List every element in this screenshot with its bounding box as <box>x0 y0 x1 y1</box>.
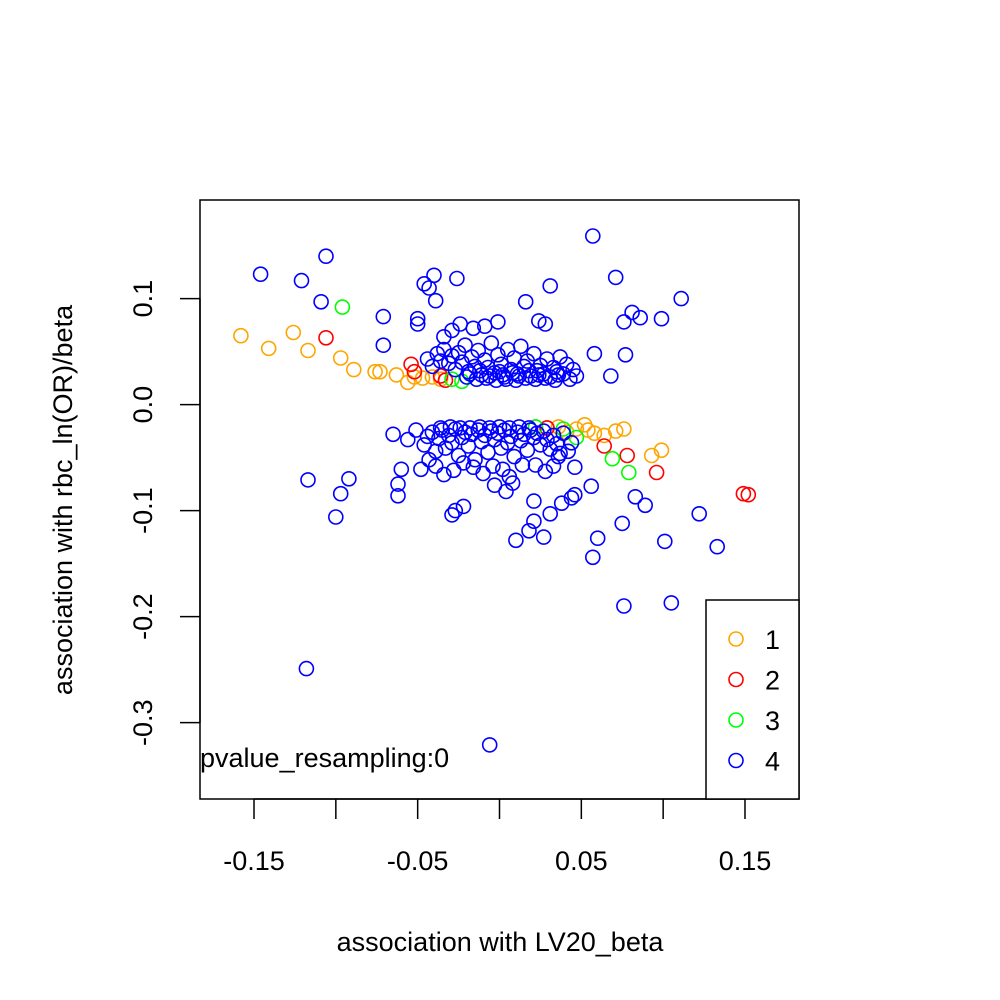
point-cluster-1 <box>617 422 631 436</box>
legend-label-1: 1 <box>765 625 780 655</box>
point-cluster-3 <box>605 452 619 466</box>
point-cluster-4 <box>414 462 428 476</box>
legend-box <box>706 600 799 799</box>
point-cluster-4 <box>450 272 464 286</box>
point-cluster-4 <box>543 507 557 521</box>
point-cluster-4 <box>692 507 706 521</box>
point-cluster-4 <box>658 534 672 548</box>
point-cluster-1 <box>234 329 248 343</box>
x-axis: -0.15 -0.05 0.05 0.15 <box>223 799 771 876</box>
y-tick-label: -0.2 <box>128 593 158 640</box>
point-cluster-4 <box>329 510 343 524</box>
point-cluster-4 <box>514 339 528 353</box>
point-cluster-4 <box>568 460 582 474</box>
point-cluster-4 <box>334 487 348 501</box>
point-cluster-4 <box>401 433 415 447</box>
y-tick-label: 0.1 <box>128 280 158 318</box>
point-cluster-4 <box>299 662 313 676</box>
y-tick-label: -0.1 <box>128 487 158 534</box>
legend-label-4: 4 <box>765 747 780 777</box>
x-tick-label: 0.05 <box>555 846 608 876</box>
y-tick-label: 0.0 <box>128 386 158 424</box>
y-axis-label: association with rbc_ln(OR)/beta <box>48 304 78 695</box>
point-cluster-4 <box>587 347 601 361</box>
points-layer <box>234 229 755 752</box>
y-axis: 0.1 0.0 -0.1 -0.2 -0.3 <box>128 280 200 746</box>
point-cluster-4 <box>486 459 500 473</box>
point-cluster-4 <box>655 312 669 326</box>
point-cluster-1 <box>334 351 348 365</box>
point-cluster-4 <box>295 274 309 288</box>
point-cluster-4 <box>586 550 600 564</box>
point-cluster-1 <box>262 341 276 355</box>
y-tick-label: -0.3 <box>128 699 158 746</box>
point-cluster-4 <box>674 292 688 306</box>
point-cluster-4 <box>429 294 443 308</box>
point-cluster-2 <box>620 449 634 463</box>
point-cluster-4 <box>491 315 505 329</box>
point-cluster-1 <box>301 344 315 358</box>
point-cluster-4 <box>710 540 724 554</box>
point-cluster-4 <box>376 338 390 352</box>
point-cluster-4 <box>483 738 497 752</box>
legend: 1 2 3 4 <box>706 600 799 799</box>
point-cluster-4 <box>314 295 328 309</box>
point-cluster-4 <box>543 279 557 293</box>
point-cluster-4 <box>619 348 633 362</box>
point-cluster-1 <box>286 326 300 340</box>
point-cluster-4 <box>519 295 533 309</box>
point-cluster-4 <box>529 458 543 472</box>
point-cluster-4 <box>628 490 642 504</box>
x-axis-label: association with LV20_beta <box>337 927 665 957</box>
x-tick-label: -0.15 <box>223 846 285 876</box>
point-cluster-4 <box>638 498 652 512</box>
point-cluster-4 <box>604 369 618 383</box>
point-cluster-4 <box>394 462 408 476</box>
point-cluster-4 <box>617 599 631 613</box>
point-cluster-4 <box>481 445 495 459</box>
point-cluster-4 <box>319 249 333 263</box>
point-cluster-4 <box>664 596 678 610</box>
point-cluster-4 <box>537 530 551 544</box>
legend-label-2: 2 <box>765 666 780 696</box>
point-cluster-4 <box>476 467 490 481</box>
point-cluster-4 <box>386 427 400 441</box>
point-cluster-4 <box>584 479 598 493</box>
x-tick-label: 0.15 <box>719 846 772 876</box>
point-cluster-4 <box>615 516 629 530</box>
point-cluster-4 <box>342 472 356 486</box>
point-cluster-3 <box>335 300 349 314</box>
legend-label-3: 3 <box>765 706 780 736</box>
point-cluster-4 <box>509 533 523 547</box>
point-cluster-4 <box>527 494 541 508</box>
point-cluster-4 <box>520 443 534 457</box>
point-cluster-4 <box>457 499 471 513</box>
point-cluster-4 <box>507 450 521 464</box>
point-cluster-2 <box>597 439 611 453</box>
point-cluster-4 <box>515 458 529 472</box>
point-cluster-4 <box>609 270 623 284</box>
point-cluster-2 <box>319 331 333 345</box>
point-cluster-4 <box>301 473 315 487</box>
point-cluster-4 <box>586 229 600 243</box>
point-cluster-4 <box>591 531 605 545</box>
point-cluster-4 <box>427 268 441 282</box>
point-cluster-4 <box>448 504 462 518</box>
point-cluster-4 <box>568 488 582 502</box>
x-tick-label: -0.05 <box>387 846 449 876</box>
point-cluster-4 <box>617 315 631 329</box>
annotation-text: pvalue_resampling:0 <box>200 743 449 773</box>
point-cluster-4 <box>488 478 502 492</box>
point-cluster-3 <box>622 466 636 480</box>
point-cluster-1 <box>347 363 361 377</box>
point-cluster-4 <box>254 267 268 281</box>
point-cluster-4 <box>633 311 647 325</box>
point-cluster-2 <box>650 466 664 480</box>
point-cluster-4 <box>376 310 390 324</box>
point-cluster-4 <box>625 305 639 319</box>
